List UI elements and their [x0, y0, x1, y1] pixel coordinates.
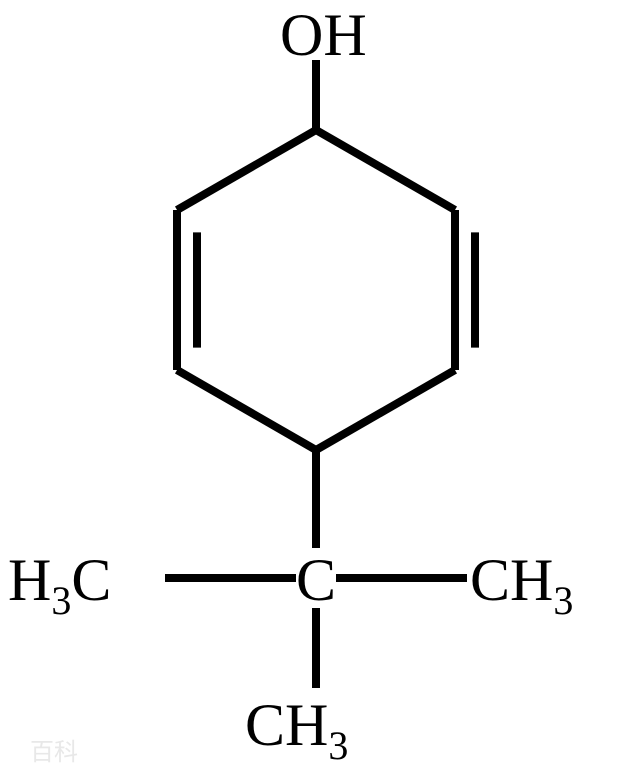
atom-label: CH3: [245, 692, 348, 768]
atom-label: C: [296, 547, 336, 613]
atom-label: OH: [280, 2, 367, 68]
bond-line: [177, 370, 316, 450]
atom-label: CH3: [470, 547, 573, 623]
atom-label: H3C: [8, 547, 111, 623]
molecule-diagram: OH C H3C CH3 CH3 百科: [0, 0, 633, 769]
watermark: 百科: [30, 739, 78, 766]
bond-line: [316, 370, 455, 450]
bond-line: [316, 130, 455, 210]
bond-line: [177, 130, 316, 210]
